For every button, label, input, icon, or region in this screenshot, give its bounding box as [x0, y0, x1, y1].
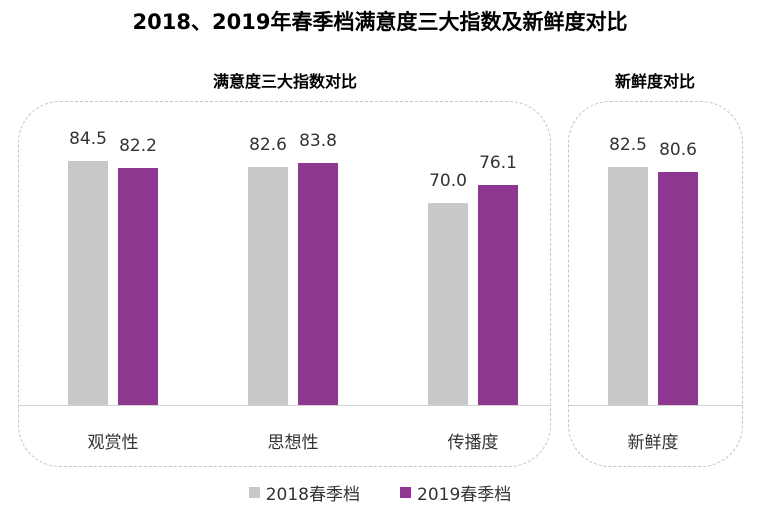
satisfaction-panel — [18, 101, 551, 467]
freshness-panel-title: 新鲜度对比 — [614, 72, 695, 91]
legend: 2018春季档 2019春季档 — [0, 480, 760, 505]
value-label-新鲜度-2019春季档: 80.6 — [659, 140, 697, 161]
legend-swatch-2018 — [248, 487, 260, 498]
bar-传播度-2018春季档 — [428, 203, 468, 405]
legend-item-2019: 2019春季档 — [400, 480, 511, 505]
satisfaction-panel-title: 满意度三大指数对比 — [212, 72, 357, 91]
value-label-传播度-2019春季档: 76.1 — [479, 153, 517, 174]
bar-新鲜度-2019春季档 — [658, 172, 698, 405]
freshness-panel — [568, 101, 743, 467]
bar-观赏性-2018春季档 — [68, 161, 108, 405]
value-label-思想性-2018春季档: 82.6 — [249, 134, 287, 155]
value-label-观赏性-2019春季档: 82.2 — [119, 135, 157, 156]
bar-传播度-2019春季档 — [478, 185, 518, 405]
bar-观赏性-2019春季档 — [118, 167, 158, 405]
legend-label-2019: 2019春季档 — [417, 485, 512, 505]
value-label-传播度-2018春季档: 70.0 — [429, 171, 467, 192]
bar-新鲜度-2018春季档 — [608, 166, 648, 405]
legend-swatch-2019 — [400, 487, 411, 498]
value-label-思想性-2019春季档: 83.8 — [299, 131, 337, 152]
legend-label-2018: 2018春季档 — [265, 485, 360, 505]
bar-思想性-2018春季档 — [248, 166, 288, 405]
freshness-baseline — [568, 405, 743, 406]
category-label-观赏性: 观赏性 — [87, 433, 139, 453]
legend-item-2018: 2018春季档 — [248, 480, 360, 505]
satisfaction-baseline — [18, 405, 551, 406]
bar-思想性-2019春季档 — [298, 163, 338, 405]
category-label-新鲜度: 新鲜度 — [627, 433, 679, 453]
value-label-观赏性-2018春季档: 84.5 — [69, 129, 107, 150]
category-label-思想性: 思想性 — [267, 433, 319, 453]
value-label-新鲜度-2018春季档: 82.5 — [609, 134, 647, 155]
chart-title: 2018、2019年春季档满意度三大指数及新鲜度对比 — [132, 10, 628, 34]
category-label-传播度: 传播度 — [447, 433, 499, 453]
